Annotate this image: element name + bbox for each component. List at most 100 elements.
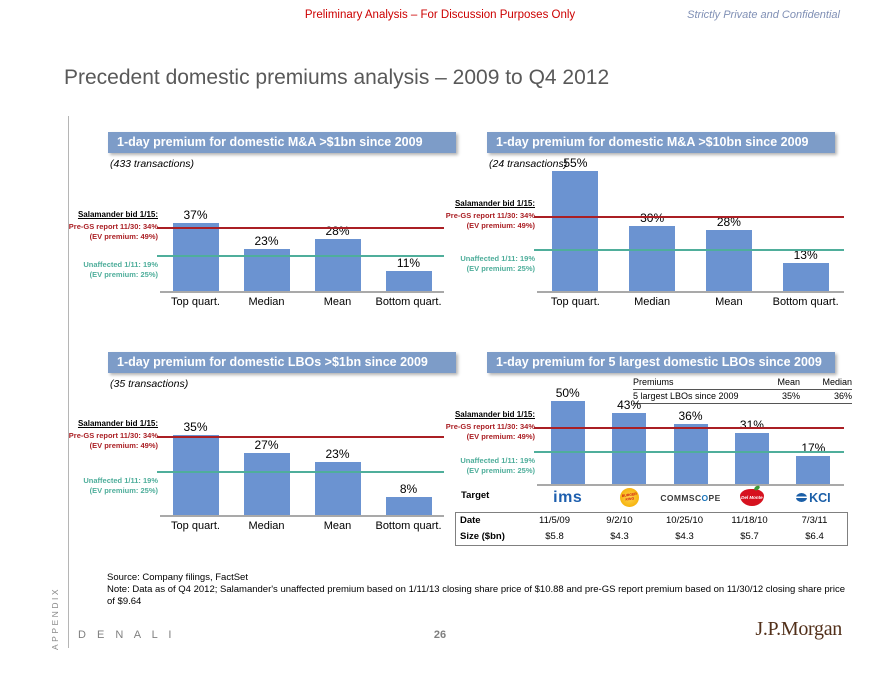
jpmorgan-logo: J.P.Morgan — [755, 618, 842, 640]
category-label: Mean — [323, 296, 352, 308]
bar-value-label: 8% — [399, 481, 418, 496]
unaffected-annotation: Unaffected 1/11: 19% (EV premium: 25%) — [460, 456, 535, 476]
unaffected-line — [534, 451, 844, 454]
bar-slot: 50% — [537, 386, 598, 484]
bar-value-label: 36% — [678, 409, 703, 424]
pre-gs-annotation: Pre-GS report 11/30: 34% (EV premium: 49%… — [68, 431, 158, 451]
category-label: Mean — [323, 520, 352, 532]
category-label: Bottom quart. — [772, 296, 839, 308]
pre-gs-report-line — [157, 436, 444, 439]
pre-gs-report-line — [534, 426, 844, 429]
category-label: Top quart. — [171, 520, 220, 532]
summary-col-premiums: Premiums — [633, 377, 674, 387]
commscope-globe-o: O — [701, 492, 709, 503]
category-label: Mean — [715, 296, 743, 308]
kci-logo: KCI — [796, 491, 831, 505]
ims-logo: ims — [553, 488, 583, 506]
bar — [629, 225, 676, 291]
bar-plot: 55% Top quart. 30%Median 28% Mean 13% Bottom q… — [534, 156, 844, 308]
summary-mean-value: 35% — [781, 391, 800, 401]
unaffected-annotation: Unaffected 1/11: 19% (EV premium: 25%) — [83, 260, 158, 280]
target-row-label: Target — [461, 490, 490, 501]
chart-title-bar: 1-day premium for domestic M&A >$10bn si… — [487, 132, 835, 153]
bar-slot: 23% Mean — [302, 393, 373, 532]
salamander-bid-label: Salamander bid 1/15: — [454, 198, 535, 208]
bar-value-label: 37% — [183, 207, 208, 222]
left-rule — [68, 116, 69, 648]
bar — [385, 270, 432, 291]
bar — [734, 432, 769, 484]
bar-value-label: 35% — [183, 419, 208, 434]
bar-slot: 28% Mean — [302, 173, 373, 308]
bar-slot: 8% Bottom quart. — [373, 393, 444, 532]
bar-slot: 31% — [721, 386, 782, 484]
panel-lbo-1bn: 1-day premium for domestic LBOs >$1bn si… — [68, 338, 460, 558]
bar-slot: 35% Top quart. — [160, 393, 231, 532]
panel-largest-lbos: 1-day premium for 5 largest domestic LBO… — [445, 338, 860, 558]
pre-gs-annotation: Pre-GS report 11/30: 34% (EV premium: 49%… — [445, 210, 535, 230]
summary-header-row: Premiums Mean Median — [633, 376, 852, 390]
bar-slot: 11% Bottom quart. — [373, 173, 444, 308]
bar-slot: 36% — [660, 386, 721, 484]
bar-value-label: 23% — [254, 233, 279, 248]
preliminary-disclaimer: Preliminary Analysis – For Discussion Pu… — [304, 9, 576, 21]
category-label: Median — [634, 296, 671, 308]
size-row-label: Size ($bn) — [460, 531, 505, 542]
bar — [172, 434, 219, 515]
bar — [314, 239, 361, 291]
bar — [705, 229, 752, 291]
bar-slot: 37% Top quart. — [160, 173, 231, 308]
source-note: Source: Company filings, FactSet Note: D… — [107, 572, 855, 608]
summary-data-row: 5 largest LBOs since 2009 35% 36% — [633, 390, 852, 404]
panel-ma-1bn: 1-day premium for domestic M&A >$1bn sin… — [68, 118, 460, 330]
chart-title-bar: 1-day premium for 5 largest domestic LBO… — [487, 352, 835, 373]
pre-gs-annotation: Pre-GS report 11/30: 34% (EV premium: 49%… — [445, 421, 535, 441]
summary-col-median: Median — [822, 377, 852, 387]
unaffected-line — [157, 255, 444, 258]
bar-slot: 55% Top quart. — [537, 156, 614, 308]
unaffected-line — [534, 248, 844, 251]
reference-annotations: Salamander bid 1/15: Pre-GS report 11/30… — [68, 173, 158, 293]
deal-code: D E N A L I — [78, 629, 176, 641]
bar-plot: 35% Top quart. 27% Median 23% Mean 8% Bottom qu… — [157, 393, 444, 532]
chart-title-bar: 1-day premium for domestic M&A >$1bn sin… — [108, 132, 456, 153]
salamander-bid-label: Salamander bid 1/15: — [77, 419, 158, 429]
reference-annotations: Salamander bid 1/15: Pre-GS report 11/30… — [68, 393, 158, 517]
page-title: Precedent domestic premiums analysis – 2… — [64, 66, 610, 89]
category-label: Bottom quart. — [375, 520, 442, 532]
bar-value-label: 23% — [325, 447, 350, 462]
bar-value-label: 50% — [555, 386, 580, 400]
bar-slot: 17% — [783, 386, 844, 484]
bar — [796, 455, 831, 484]
category-label: Top quart. — [171, 296, 220, 308]
del-monte-logo: Del Monte — [739, 489, 764, 506]
category-label: Top quart. — [550, 296, 600, 308]
source-line: Source: Company filings, FactSet — [107, 572, 248, 583]
size-row: Size ($bn) $5.8 $4.3 $4.3 $5.7 $6.4 — [456, 529, 847, 545]
bar — [673, 424, 708, 484]
bar-value-label: 31% — [739, 417, 764, 432]
transactions-count: (433 transactions) — [110, 158, 195, 170]
bar — [782, 262, 829, 291]
pre-gs-annotation: Pre-GS report 11/30: 34% (EV premium: 49%… — [68, 222, 158, 242]
summary-col-mean: Mean — [777, 377, 800, 387]
date-row: Date 11/5/09 9/2/10 10/25/10 11/18/10 7/… — [456, 513, 847, 529]
bar-value-label: 55% — [563, 156, 588, 171]
kci-disc-icon — [796, 493, 808, 502]
bar-value-label: 13% — [793, 247, 818, 262]
bar-plot: 37% Top quart. 23% Median 28% Mean 11% Bottom q… — [157, 173, 444, 308]
bar-value-label: 17% — [801, 440, 826, 455]
reference-annotations: Salamander bid 1/15: Pre-GS report 11/30… — [445, 173, 535, 293]
bar-slot: 43% — [598, 386, 659, 484]
pre-gs-report-line — [157, 227, 444, 230]
bar-value-label: 43% — [617, 397, 642, 412]
category-label: Bottom quart. — [375, 296, 442, 308]
bar-slot: 27% Median — [231, 393, 302, 532]
bar-plot: 50% 43% 36% 31% 17% — [534, 386, 844, 486]
bar-slot: 28% Mean — [691, 173, 768, 308]
transactions-count: (24 transactions) — [489, 158, 568, 170]
bar-value-label: 11% — [396, 255, 421, 270]
confidentiality-note: Strictly Private and Confidential — [687, 9, 840, 21]
bar — [243, 453, 290, 515]
